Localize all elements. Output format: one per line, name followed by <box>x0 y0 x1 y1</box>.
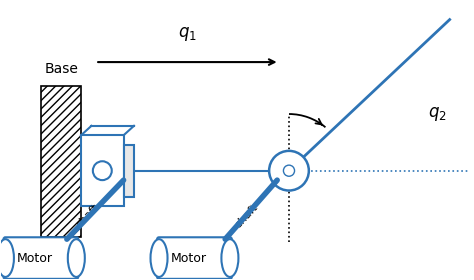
Text: Motor: Motor <box>17 251 53 265</box>
Circle shape <box>283 165 294 176</box>
Circle shape <box>93 161 112 180</box>
Circle shape <box>269 151 309 190</box>
Text: $q_2$: $q_2$ <box>428 105 447 123</box>
Bar <box>81 135 124 206</box>
Text: Motor: Motor <box>171 251 207 265</box>
Ellipse shape <box>68 239 85 277</box>
Bar <box>124 145 134 197</box>
Text: shaft: shaft <box>233 202 260 229</box>
Text: $q_1$: $q_1$ <box>178 25 197 43</box>
Ellipse shape <box>0 239 14 277</box>
Ellipse shape <box>221 239 238 277</box>
FancyBboxPatch shape <box>3 237 78 279</box>
Ellipse shape <box>151 239 167 277</box>
Text: Base: Base <box>44 62 78 76</box>
Bar <box>41 86 81 237</box>
Text: shaft: shaft <box>75 202 101 229</box>
FancyBboxPatch shape <box>157 237 232 279</box>
